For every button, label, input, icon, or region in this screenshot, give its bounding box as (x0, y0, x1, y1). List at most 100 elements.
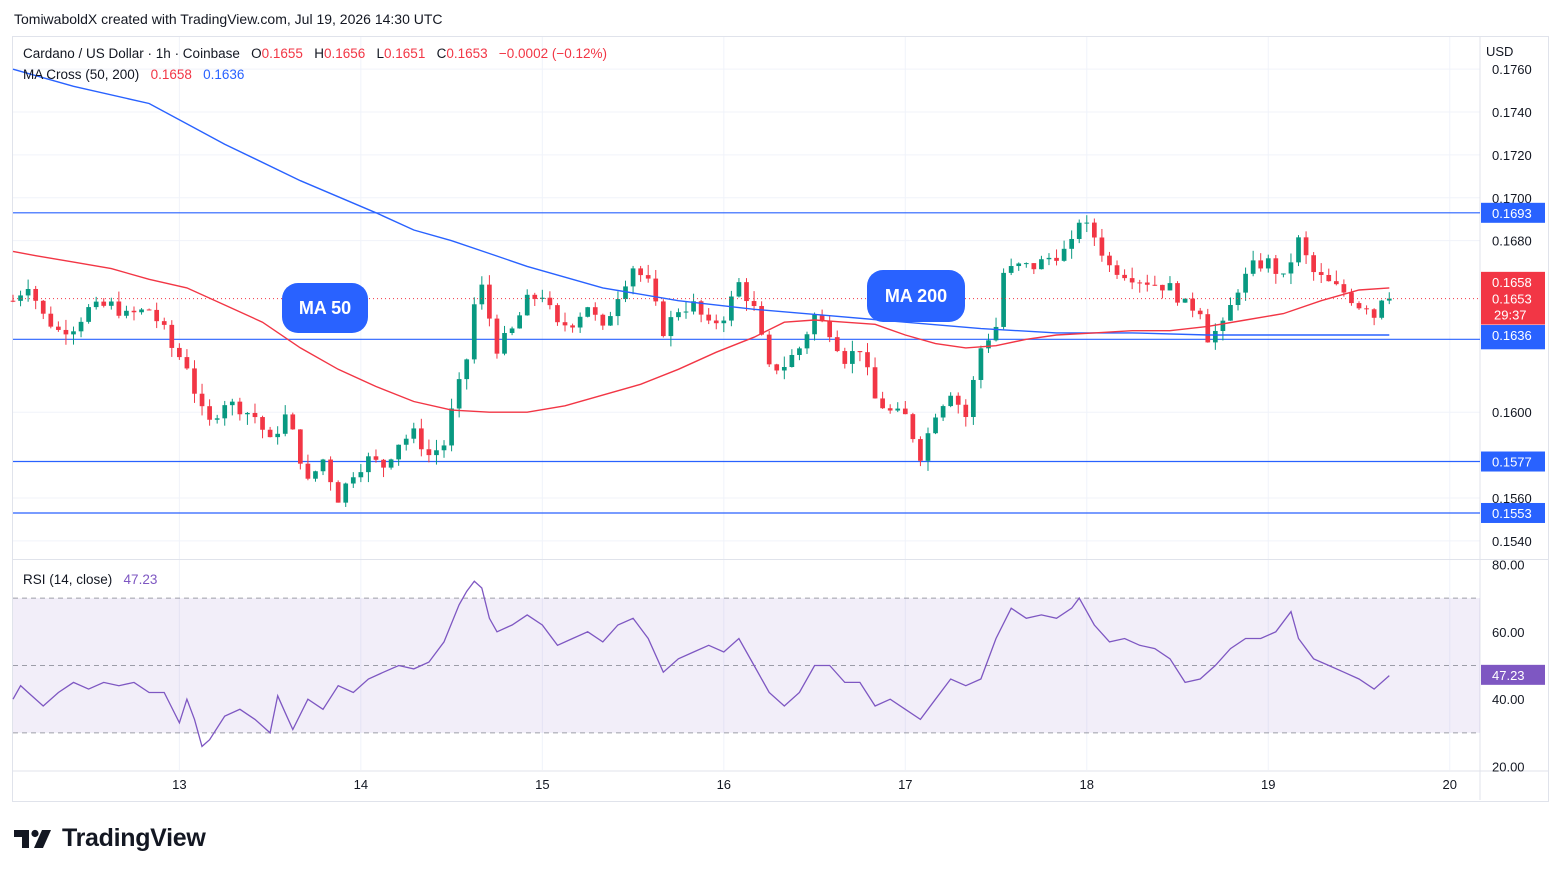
candle (1167, 276, 1173, 291)
currency-label[interactable]: USD (1486, 44, 1514, 59)
candle (585, 306, 591, 318)
price-tag-label: 0.1658 (1492, 275, 1532, 290)
candle (1084, 215, 1090, 233)
candle-body (366, 456, 371, 473)
candle (1076, 219, 1082, 244)
candle-body (1039, 259, 1044, 270)
candle (676, 308, 681, 321)
candle-body (638, 268, 643, 276)
ma-label: MA Cross (50, 200) (23, 67, 140, 82)
candle-body (1144, 282, 1150, 285)
candle (1023, 262, 1029, 268)
candle (260, 415, 265, 439)
candle (63, 319, 69, 345)
candle-body (479, 284, 485, 305)
candle (449, 398, 454, 452)
candle (729, 290, 734, 327)
ma50-line (12, 250, 1390, 413)
candle (592, 302, 598, 321)
candle (1144, 274, 1150, 292)
price-tick-label: 0.1540 (1492, 534, 1532, 549)
candle (804, 331, 810, 354)
candle-body (729, 296, 734, 321)
candle-body (1069, 238, 1075, 249)
candle-body (1061, 248, 1067, 261)
candle-body (592, 307, 598, 315)
candle-body (441, 445, 447, 451)
candle-body (1288, 262, 1294, 274)
ma50-value: 0.1658 (150, 67, 192, 82)
candle-body (653, 278, 659, 302)
candle-body (494, 318, 500, 354)
grid-lines (13, 37, 1480, 770)
candle (971, 376, 976, 425)
candle-body (766, 334, 772, 365)
candle-body (260, 417, 265, 430)
candle-body (403, 438, 409, 445)
candle (146, 308, 152, 311)
candle (343, 482, 349, 507)
candle (910, 412, 916, 443)
candle (86, 304, 91, 324)
candle-body (986, 340, 991, 349)
price-tick-label: 0.1720 (1492, 148, 1532, 163)
candle (434, 439, 439, 465)
candle (18, 290, 23, 307)
candle-body (1341, 284, 1347, 293)
candle-body (1008, 266, 1014, 273)
candle-body (1371, 309, 1377, 318)
candle-body (1129, 278, 1135, 283)
candle (108, 297, 114, 310)
candle-body (1190, 298, 1195, 311)
candles (10, 215, 1392, 507)
candle (161, 317, 167, 330)
candle-body (1001, 272, 1006, 327)
candle (759, 301, 764, 336)
candle (842, 347, 848, 369)
high-value: 0.1656 (323, 46, 366, 61)
candle (101, 298, 107, 308)
candle (1235, 289, 1241, 311)
candle-body (328, 459, 333, 483)
candle-body (698, 301, 704, 315)
candle-body (1273, 258, 1279, 274)
candle-body (547, 297, 553, 306)
open-value: 0.1655 (261, 46, 303, 61)
candle-body (267, 429, 273, 438)
candle-body (449, 408, 454, 446)
tradingview-logo[interactable]: TradingView (14, 824, 206, 853)
candle (1265, 254, 1271, 273)
candle-body (1318, 272, 1324, 275)
candle-body (434, 450, 439, 456)
candle-body (955, 395, 961, 405)
candle-body (751, 301, 757, 307)
candle (918, 436, 923, 467)
countdown-label: 29:37 (1494, 308, 1527, 323)
candle-body (1167, 283, 1173, 291)
candle (1250, 250, 1256, 277)
candle-body (139, 309, 144, 313)
candle (502, 325, 507, 356)
candle-body (834, 337, 840, 352)
candle-body (298, 429, 303, 464)
candle (1099, 228, 1105, 262)
candle-body (524, 294, 530, 316)
candle (857, 351, 863, 362)
time-tick-label: 14 (354, 777, 368, 792)
time-tick-label: 20 (1443, 777, 1457, 792)
candle (1129, 267, 1135, 290)
chart-frame (12, 36, 1549, 802)
candle (184, 349, 190, 370)
candle-body (1379, 300, 1385, 318)
candle (706, 308, 712, 325)
candle (1160, 284, 1165, 299)
candle (275, 426, 281, 445)
candle-body (1175, 283, 1180, 303)
candle (1258, 253, 1264, 272)
candle-body (282, 414, 288, 434)
candle (305, 454, 311, 481)
candle (1379, 299, 1385, 320)
candle-body (804, 334, 810, 349)
candle-body (963, 404, 969, 418)
